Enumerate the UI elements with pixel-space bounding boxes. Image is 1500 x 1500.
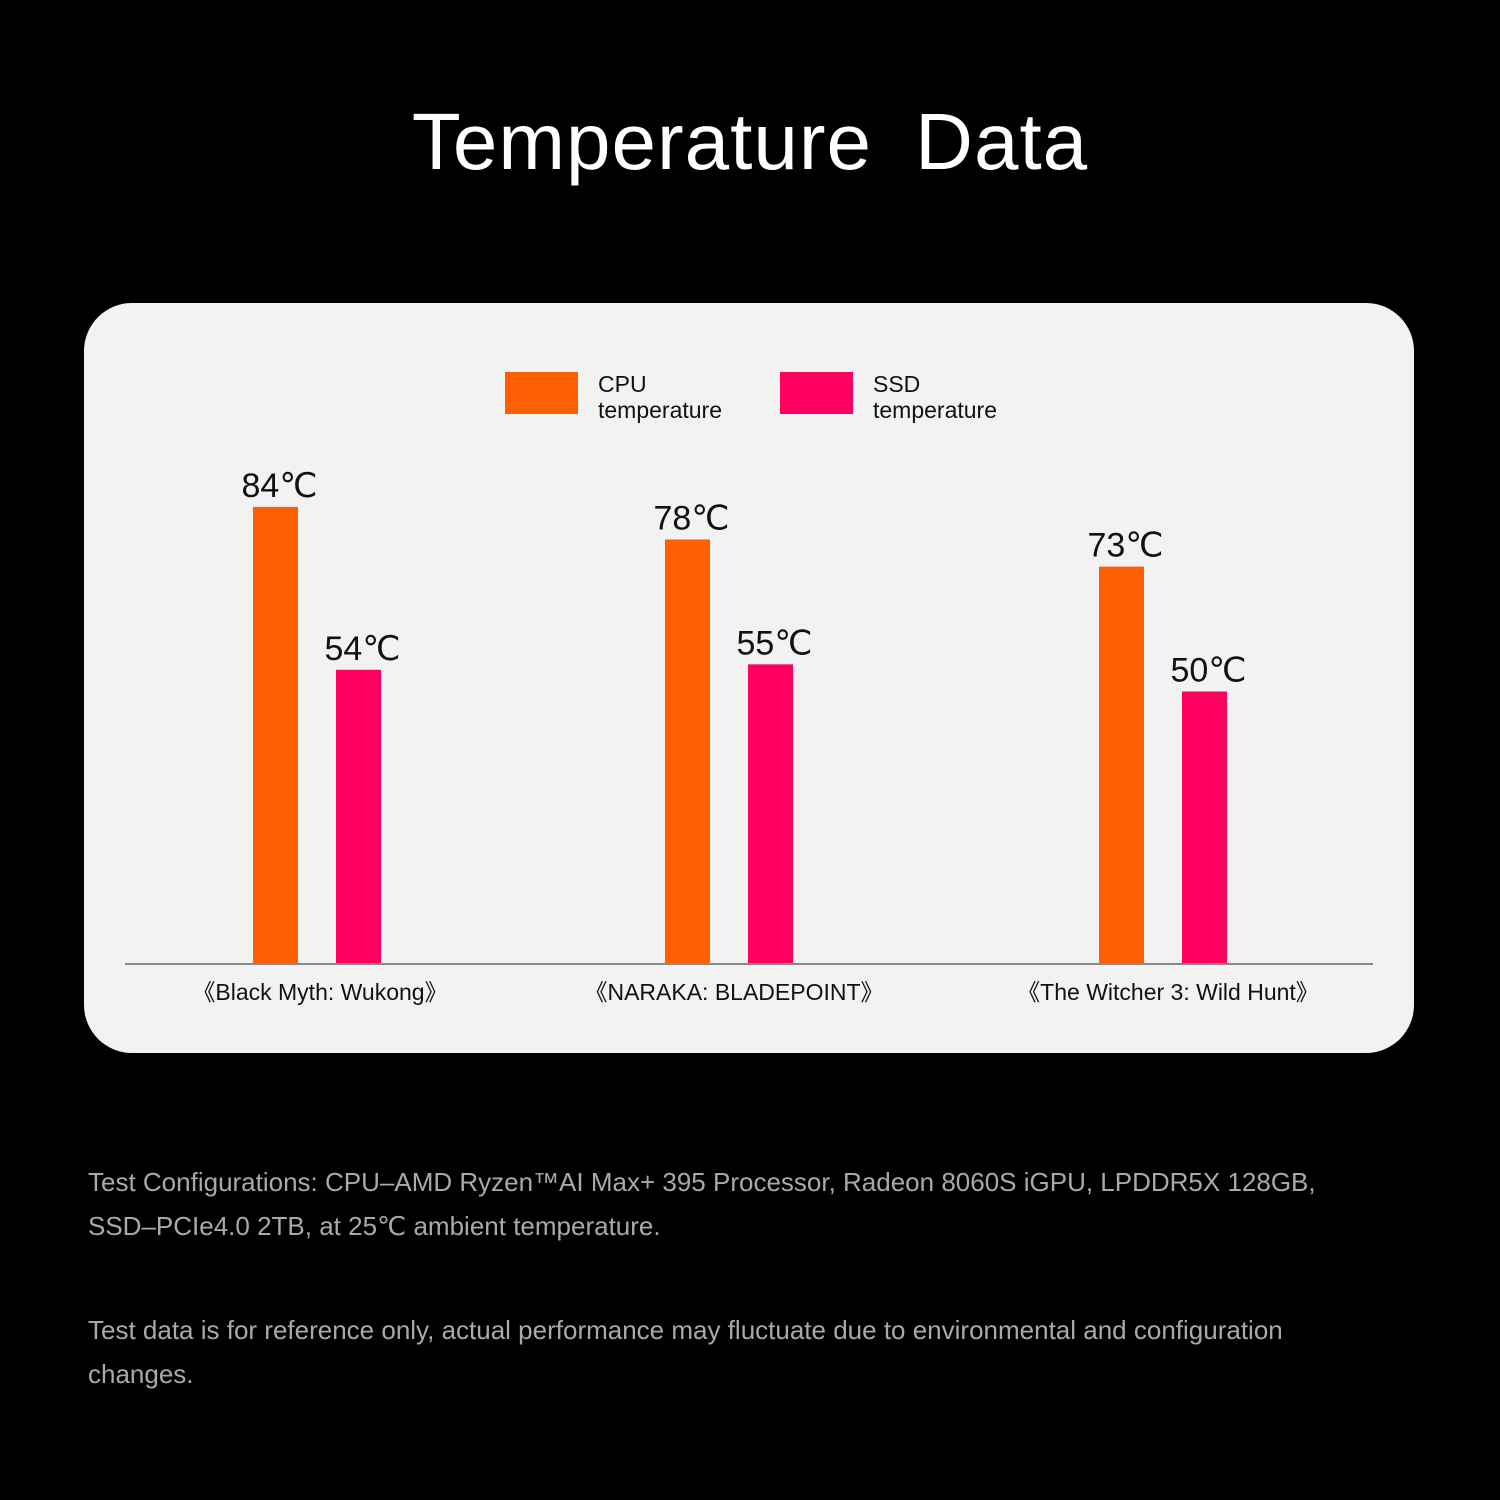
value-label-ssd-1: 55℃ <box>736 624 812 662</box>
disclaimer-note: Test data is for reference only, actual … <box>88 1315 1283 1389</box>
legend-item-ssd: SSD temperature <box>780 371 997 423</box>
test-configuration-note: Test Configurations: CPU–AMD Ryzen™AI Ma… <box>88 1167 1316 1241</box>
legend-label-cpu-line2: temperature <box>598 397 723 423</box>
bar-cpu-0 <box>253 506 298 963</box>
value-label-ssd-2: 50℃ <box>1170 652 1246 690</box>
bar-ssd-1 <box>748 664 793 963</box>
legend-item-cpu: CPU temperature <box>505 371 722 423</box>
legend-label-ssd-line2: temperature <box>873 397 998 423</box>
value-label-cpu-1: 78℃ <box>653 499 729 537</box>
chart-card: CPU temperature SSD temperature 84℃ 54℃ 《B… <box>84 303 1414 1053</box>
legend-label-cpu-line1: CPU <box>598 371 647 397</box>
category-label-0: 《Black Myth: Wukong》 <box>192 979 447 1005</box>
bar-cpu-2 <box>1099 566 1144 963</box>
bar-cpu-1 <box>665 539 710 963</box>
bar-ssd-0 <box>336 669 381 963</box>
value-label-ssd-0: 54℃ <box>324 630 400 668</box>
category-label-1: 《NARAKA: BLADEPOINT》 <box>584 979 883 1005</box>
legend-swatch-ssd <box>780 372 853 414</box>
legend-label-ssd: SSD temperature <box>873 371 997 423</box>
value-label-cpu-2: 73℃ <box>1087 527 1163 565</box>
legend-label-cpu: CPU temperature <box>598 371 722 423</box>
bar-ssd-2 <box>1182 691 1227 963</box>
category-label-2: 《The Witcher 3: Wild Hunt》 <box>1017 979 1319 1005</box>
legend-label-ssd-line1: SSD <box>873 371 921 397</box>
value-label-cpu-0: 84℃ <box>241 467 317 505</box>
legend-swatch-cpu <box>505 372 578 414</box>
bar-chart: 84℃ 54℃ 《Black Myth: Wukong》 78℃ 55℃ 《NARAKA:… <box>125 467 1373 1005</box>
page-title: Temperature Data <box>411 97 1089 186</box>
